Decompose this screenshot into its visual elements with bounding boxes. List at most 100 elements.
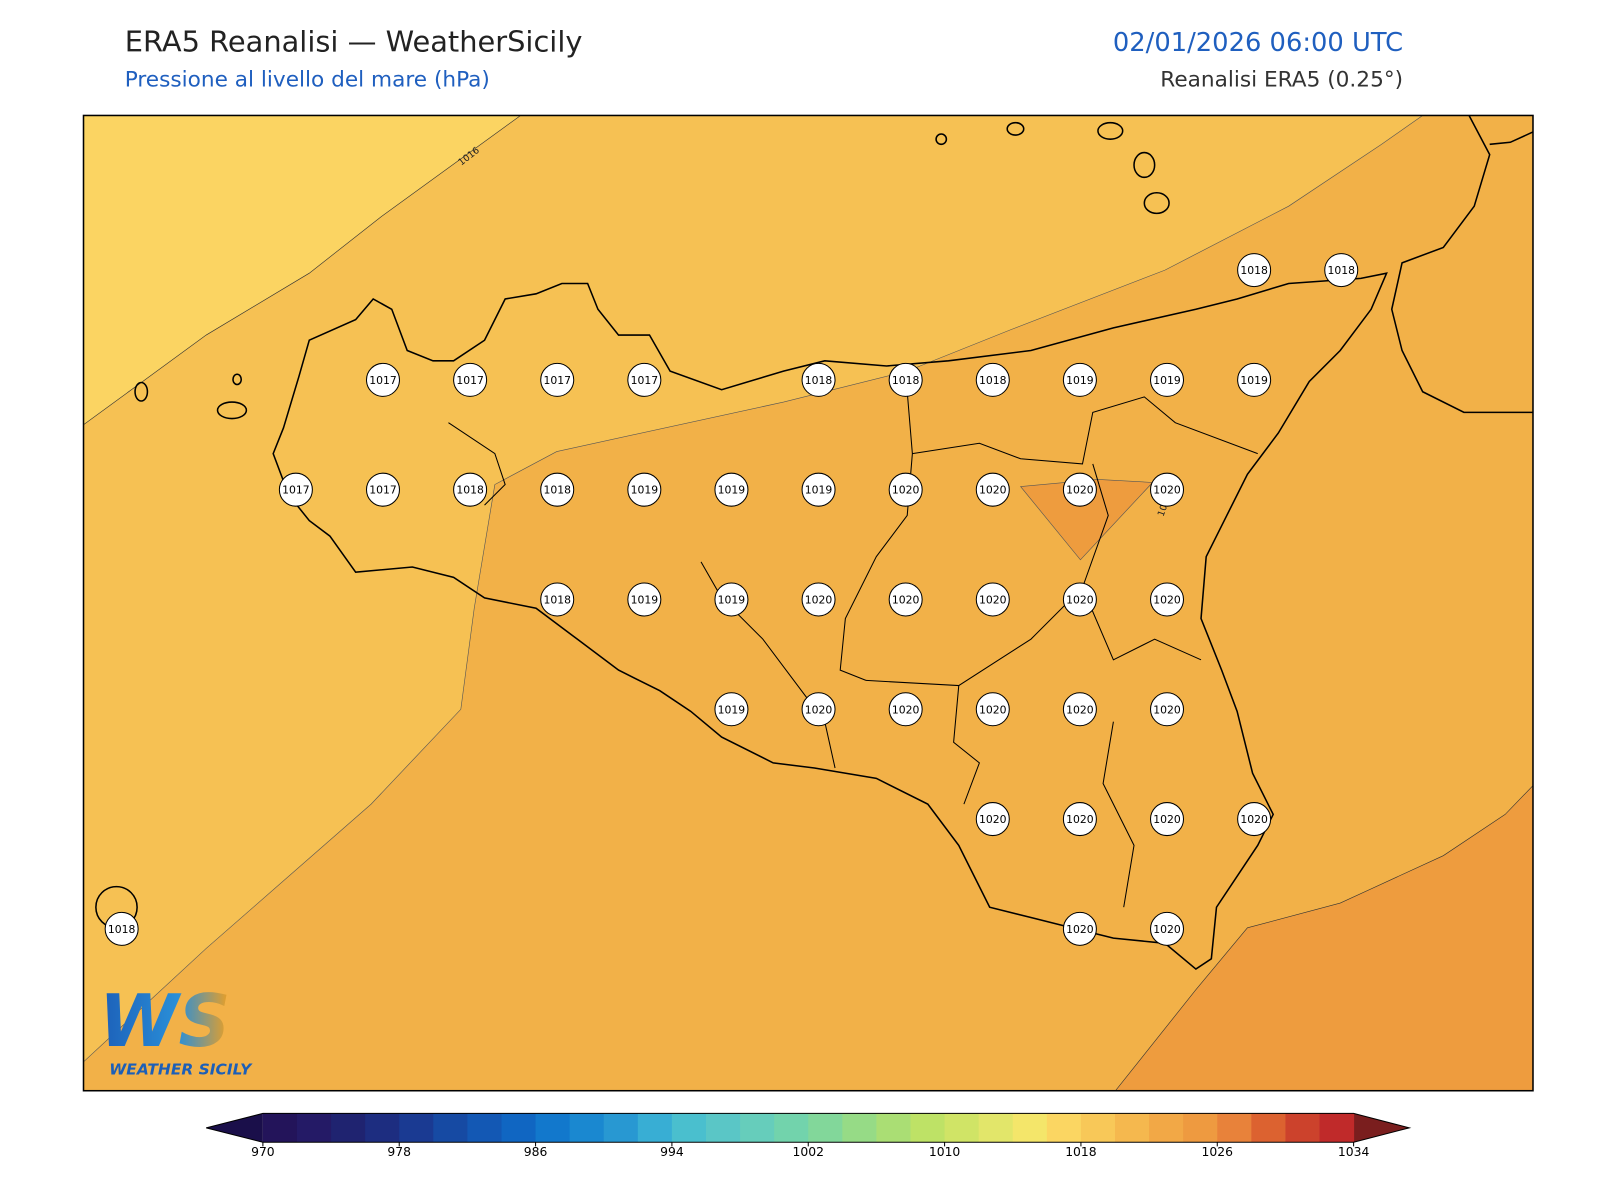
station-layer: 1018 1018 1017 1017 1017 1017 1018 1018 1018 1019… bbox=[104, 253, 1359, 946]
station-marker bbox=[801, 582, 836, 617]
station-marker bbox=[1150, 802, 1185, 837]
colorbar-bin bbox=[876, 1113, 912, 1143]
colorbar-tick-label: 1018 bbox=[1065, 1145, 1097, 1159]
colorbar-bin bbox=[637, 1113, 673, 1143]
station-value: 1019 bbox=[1240, 374, 1268, 387]
station-value: 1020 bbox=[1066, 923, 1094, 936]
station-value: 1020 bbox=[1153, 484, 1181, 497]
station-marker bbox=[888, 472, 923, 507]
station-marker bbox=[453, 472, 488, 507]
station-value: 1020 bbox=[892, 594, 920, 607]
station-value: 1018 bbox=[543, 594, 571, 607]
colorbar-bin bbox=[467, 1113, 502, 1143]
colorbar-tick-label: 1026 bbox=[1202, 1145, 1234, 1159]
station-marker bbox=[1150, 911, 1185, 946]
station-marker bbox=[714, 472, 749, 507]
station-marker bbox=[801, 692, 836, 727]
station-marker bbox=[1150, 692, 1185, 727]
station-value: 1019 bbox=[805, 484, 833, 497]
province-border bbox=[448, 391, 1258, 908]
colorbar-bin bbox=[671, 1113, 707, 1143]
station-marker bbox=[365, 362, 400, 397]
station-marker bbox=[975, 472, 1010, 507]
station-marker bbox=[1237, 253, 1272, 288]
station-marker bbox=[278, 472, 313, 507]
colorbar-bin bbox=[1319, 1113, 1355, 1143]
pressure-fill bbox=[1115, 785, 1533, 1091]
station-marker bbox=[1062, 911, 1097, 946]
station-marker bbox=[1237, 362, 1272, 397]
pressure-fill bbox=[83, 115, 522, 426]
map-frame bbox=[82, 114, 1534, 1092]
station-value: 1018 bbox=[805, 374, 833, 387]
station-marker bbox=[1150, 582, 1185, 617]
coastline bbox=[95, 115, 1533, 971]
subtitle: Pressione al livello del mare (hPa) bbox=[125, 67, 490, 92]
colorbar-bin bbox=[535, 1113, 571, 1143]
colorbar-bin bbox=[365, 1113, 400, 1143]
station-value: 1020 bbox=[1153, 813, 1181, 826]
station-marker bbox=[627, 362, 662, 397]
station-marker bbox=[104, 911, 139, 946]
station-value: 1018 bbox=[456, 484, 484, 497]
colorbar-bin bbox=[1149, 1113, 1184, 1143]
station-marker bbox=[365, 472, 400, 507]
logo-text: WEATHER SICILY bbox=[109, 1061, 253, 1079]
station-value: 1019 bbox=[1153, 374, 1181, 387]
station-value: 1020 bbox=[892, 484, 920, 497]
station-marker bbox=[888, 362, 923, 397]
colorbar-tick-label: 994 bbox=[660, 1145, 684, 1159]
station-marker bbox=[1062, 692, 1097, 727]
station-value: 1020 bbox=[1066, 594, 1094, 607]
station-value: 1019 bbox=[1066, 374, 1094, 387]
source: Reanalisi ERA5 (0.25°) bbox=[1160, 67, 1403, 92]
logo-mark: WS bbox=[99, 980, 231, 1064]
station-value: 1020 bbox=[1153, 703, 1181, 716]
station-marker bbox=[801, 362, 836, 397]
station-marker bbox=[714, 582, 749, 617]
station-marker bbox=[1324, 253, 1359, 288]
station-marker bbox=[888, 582, 923, 617]
colorbar-bin bbox=[1285, 1113, 1321, 1143]
station-marker bbox=[1150, 362, 1185, 397]
colorbar-bin bbox=[842, 1113, 877, 1143]
colorbar-bin bbox=[740, 1113, 775, 1143]
station-marker bbox=[1237, 802, 1272, 837]
station-value: 1018 bbox=[1327, 264, 1355, 277]
station-value: 1018 bbox=[108, 923, 136, 936]
colorbar-bin bbox=[1183, 1113, 1218, 1143]
colorbar-bin bbox=[1115, 1113, 1150, 1143]
colorbar-bin bbox=[296, 1113, 332, 1143]
colorbar-tick-label: 970 bbox=[251, 1145, 275, 1159]
map: 10161020 bbox=[83, 115, 1533, 1091]
colorbar-bin bbox=[910, 1113, 946, 1143]
station-value: 1019 bbox=[718, 594, 746, 607]
station-value: 1019 bbox=[631, 484, 659, 497]
colorbar-tick-label: 1010 bbox=[929, 1145, 961, 1159]
station-marker bbox=[714, 692, 749, 727]
station-value: 1020 bbox=[1066, 703, 1094, 716]
colorbar-tick-label: 1002 bbox=[793, 1145, 824, 1159]
station-value: 1017 bbox=[631, 374, 659, 387]
colorbar-bin bbox=[501, 1113, 537, 1143]
station-value: 1020 bbox=[1153, 923, 1181, 936]
station-value: 1020 bbox=[979, 484, 1007, 497]
station-value: 1020 bbox=[1240, 813, 1268, 826]
colorbar-bin bbox=[944, 1113, 980, 1143]
station-marker bbox=[453, 362, 488, 397]
station-value: 1019 bbox=[718, 484, 746, 497]
station-marker bbox=[540, 472, 575, 507]
colorbar-bin bbox=[1217, 1113, 1252, 1143]
station-value: 1017 bbox=[369, 374, 397, 387]
station-marker bbox=[1150, 472, 1185, 507]
colorbar-extend bbox=[1353, 1113, 1410, 1143]
station-marker bbox=[888, 692, 923, 727]
station-value: 1020 bbox=[892, 703, 920, 716]
station-marker bbox=[1062, 472, 1097, 507]
station-value: 1018 bbox=[543, 484, 571, 497]
colorbar-tick-label: 1034 bbox=[1338, 1145, 1370, 1159]
station-value: 1018 bbox=[892, 374, 920, 387]
station-value: 1020 bbox=[1066, 484, 1094, 497]
